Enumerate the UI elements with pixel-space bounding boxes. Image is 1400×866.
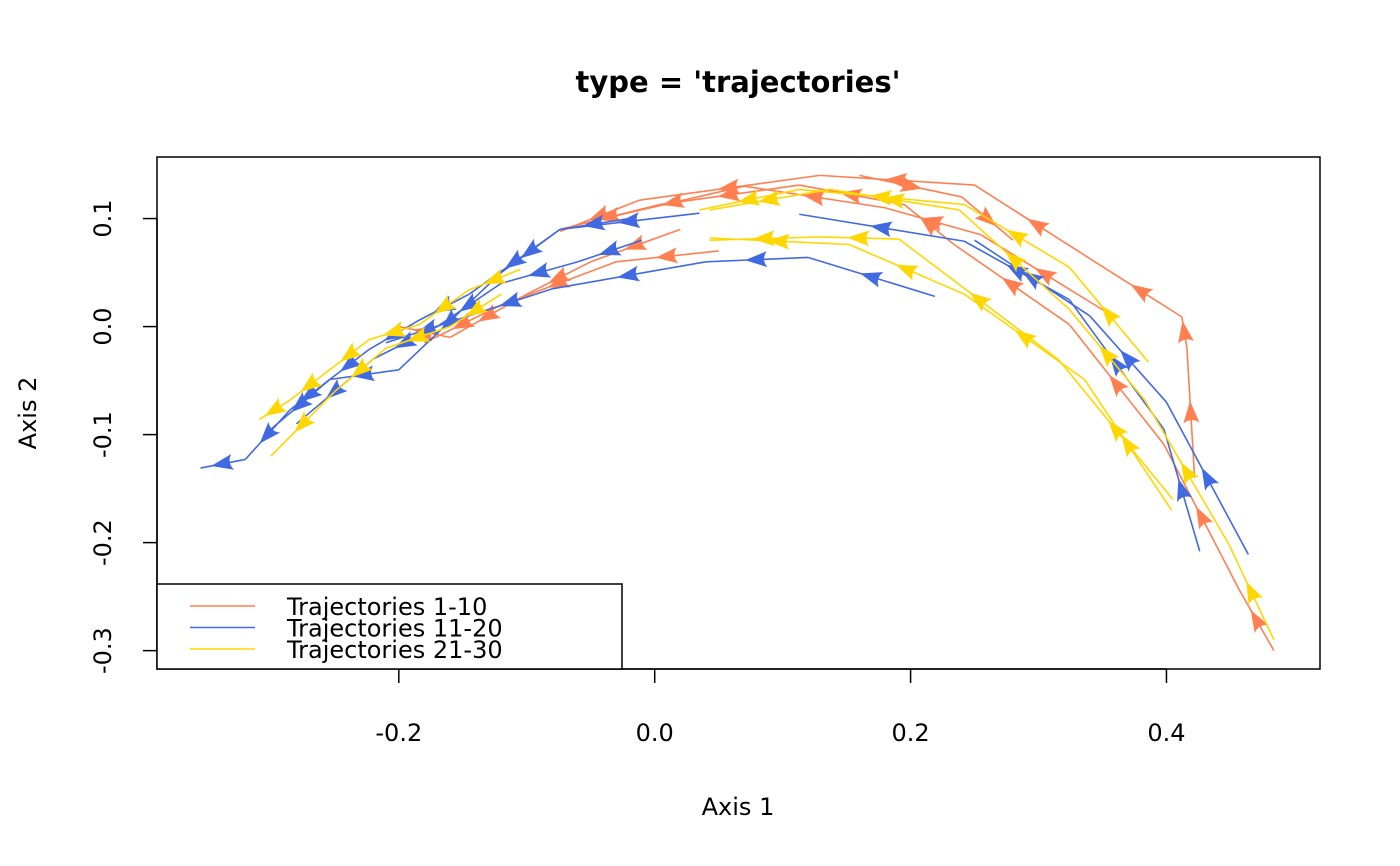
trajectory-arrow [1027, 218, 1050, 238]
trajectory-arrow [504, 249, 528, 269]
trajectory-arrow [969, 292, 992, 312]
trajectory-arrow [1180, 462, 1199, 486]
trajectory-arrow [548, 266, 572, 284]
trajectory-arrow [527, 262, 552, 278]
trajectory-arrow [860, 272, 884, 288]
trajectory-arrow [1109, 354, 1129, 378]
y-axis-label: Axis 2 [14, 377, 42, 450]
trajectory-arrow [1121, 434, 1141, 458]
trajectory-arrow [291, 391, 314, 413]
trajectory-arrow [1246, 581, 1264, 605]
x-tick-label: 0.0 [636, 719, 674, 747]
trajectory-arrow [1034, 267, 1058, 287]
legend-label: Trajectories 21-30 [286, 636, 503, 664]
trajectory-arrow [499, 291, 523, 307]
y-tick-label: -0.2 [89, 519, 117, 566]
trajectory-arrow [895, 264, 920, 281]
trajectory-arrow [737, 189, 761, 206]
trajectory-arrow [919, 217, 942, 238]
trajectory-arrow [617, 212, 641, 229]
trajectory-arrow [1005, 251, 1028, 273]
trajectory-arrow [1178, 320, 1194, 344]
trajectory-arrow [869, 221, 893, 238]
trajectory-arrow [598, 240, 622, 256]
y-axis: -0.3 -0.2 -0.1 0.0 0.1 [89, 199, 158, 674]
trajectory-arrow [1250, 609, 1269, 634]
legend-label: Trajectories 1-10 [286, 593, 487, 621]
trajectory-arrow [1109, 374, 1130, 398]
trajectory-arrow [752, 230, 775, 247]
trajectory-arrow [1176, 478, 1193, 503]
trajectory-arrow [406, 326, 431, 342]
trajectory-arrow [655, 247, 679, 264]
trajectory-arrow [1022, 271, 1045, 291]
trajectory-arrow [264, 397, 288, 417]
plot-area [200, 172, 1275, 652]
trajectory-arrow [441, 308, 463, 330]
x-axis-label: Axis 1 [702, 793, 775, 821]
trajectory-arrow [1101, 305, 1122, 328]
x-tick-label: 0.2 [891, 719, 929, 747]
trajectory-arrow [294, 411, 316, 433]
trajectory-arrow [434, 294, 458, 314]
trajectory-arrow [452, 312, 476, 330]
legend-label: Trajectories 11-20 [286, 615, 503, 643]
trajectory-arrow [300, 382, 323, 402]
trajectory-arrow [921, 216, 945, 232]
y-tick-label: 0.0 [89, 308, 117, 346]
legend-box [156, 583, 623, 670]
trajectory-arrow [259, 421, 281, 444]
x-tick-label: -0.2 [375, 719, 422, 747]
trajectory-arrow [340, 342, 363, 362]
trajectory-arrow [802, 190, 826, 207]
trajectory-arrow [1201, 467, 1220, 491]
trajectory-arrow [588, 204, 612, 221]
y-tick-label: -0.1 [89, 411, 117, 458]
trajectory-arrow [483, 268, 508, 285]
series-2 [200, 212, 1250, 555]
x-tick-label: 0.4 [1147, 719, 1185, 747]
trajectory-arrow [211, 454, 235, 470]
trajectory-arrow [1001, 277, 1025, 297]
y-tick-label: 0.1 [89, 199, 117, 237]
trajectory-arrow [899, 176, 923, 192]
series-1 [398, 172, 1275, 652]
series-3 [258, 188, 1275, 641]
trajectory-arrow [1183, 401, 1200, 424]
chart-title: type = 'trajectories' [576, 65, 901, 99]
trajectory-arrow [300, 372, 323, 393]
trajectory-arrow [847, 230, 870, 247]
trajectory-arrow [1099, 345, 1120, 368]
y-tick-label: -0.3 [89, 627, 117, 674]
x-axis: -0.2 0.0 0.2 0.4 [375, 668, 1186, 747]
trajectory-arrow [351, 357, 374, 378]
trajectory-arrow [758, 190, 782, 206]
trajectory-arrow [465, 298, 489, 317]
trajectory-arrow [662, 192, 686, 208]
trajectory-arrow [1006, 229, 1030, 248]
trajectory-arrow [745, 251, 768, 268]
trajectory-arrow [340, 351, 363, 372]
trajectory-arrow [1120, 350, 1141, 372]
trajectory-arrow [520, 238, 544, 259]
trajectory-arrow [1108, 420, 1129, 443]
trajectory-arrow [869, 189, 893, 206]
trajectory-arrow [1196, 506, 1214, 530]
trajectory-arrow [477, 303, 502, 322]
trajectory-arrow [1014, 329, 1038, 350]
trajectory-arrow [617, 265, 641, 282]
trajectory-arrow [1130, 284, 1154, 304]
trajectory-arrow [382, 321, 407, 337]
